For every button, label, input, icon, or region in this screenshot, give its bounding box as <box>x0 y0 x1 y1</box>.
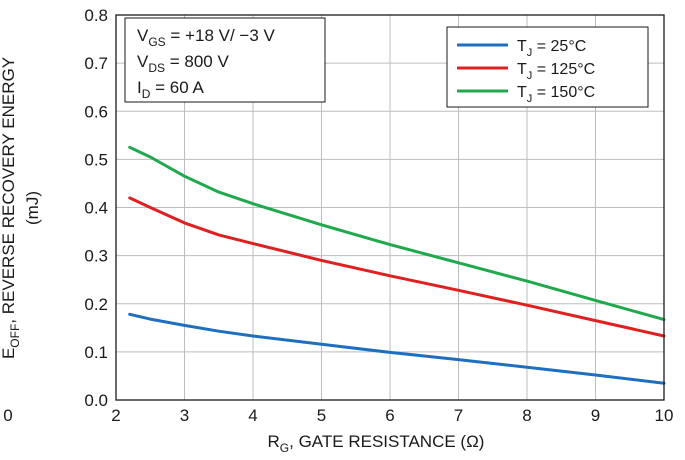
x-tick-label: 3 <box>180 406 189 425</box>
y-tick-label: 0.7 <box>84 54 108 73</box>
y-tick-label: 0.2 <box>84 295 108 314</box>
x-axis-label: RG, GATE RESISTANCE (Ω) <box>268 432 485 455</box>
series-line-1 <box>128 312 666 385</box>
y-tick-label: 0.5 <box>84 150 108 169</box>
y-tick-label: 0.0 <box>84 391 108 410</box>
y-tick-label: 0.4 <box>84 199 108 218</box>
x-origin-label: 0 <box>3 406 12 425</box>
y-tick-label: 0.3 <box>84 247 108 266</box>
x-tick-label: 7 <box>454 406 463 425</box>
conditions-box-frame <box>124 17 326 103</box>
legend-label-2: TJ = 125°C <box>517 61 595 82</box>
tick-labels: 2 3 4 5 6 7 8 9 10 0.0 0.1 0.2 0.3 0.4 0.5 0.6 0.7 0.8 <box>84 6 673 425</box>
condition-line-1: VGS = +18 V/ −3 V <box>137 26 276 49</box>
conditions-box: VGS = +18 V/ −3 V VDS = 800 V ID = 60 A <box>124 17 326 103</box>
condition-line-2: VDS = 800 V <box>137 52 229 75</box>
x-tick-label: 8 <box>522 406 531 425</box>
x-tick-label: 4 <box>248 406 257 425</box>
legend-label-3: TJ = 150°C <box>517 84 595 105</box>
x-tick-label: 2 <box>111 406 120 425</box>
y-axis-label-group: EOFF, REVERSE RECOVERY ENERGY (mJ) <box>0 57 42 359</box>
y-tick-label: 0.8 <box>84 6 108 25</box>
x-tick-label: 9 <box>591 406 600 425</box>
y-axis-label-unit: (mJ) <box>23 191 42 225</box>
x-tick-label: 10 <box>655 406 674 425</box>
legend: TJ = 25°CTJ = 125°CTJ = 150°C <box>446 26 649 108</box>
series-line-2 <box>128 196 666 338</box>
y-tick-label: 0.6 <box>84 102 108 121</box>
series-lines <box>128 145 666 385</box>
x-tick-label: 6 <box>385 406 394 425</box>
legend-label-1: TJ = 25°C <box>517 38 586 59</box>
condition-line-3: ID = 60 A <box>137 78 204 101</box>
plot-frame <box>115 14 665 401</box>
y-tick-label: 0.1 <box>84 343 108 362</box>
series-line-3 <box>128 145 666 322</box>
x-tick-label: 5 <box>317 406 326 425</box>
y-axis-label: EOFF, REVERSE RECOVERY ENERGY <box>0 57 22 359</box>
